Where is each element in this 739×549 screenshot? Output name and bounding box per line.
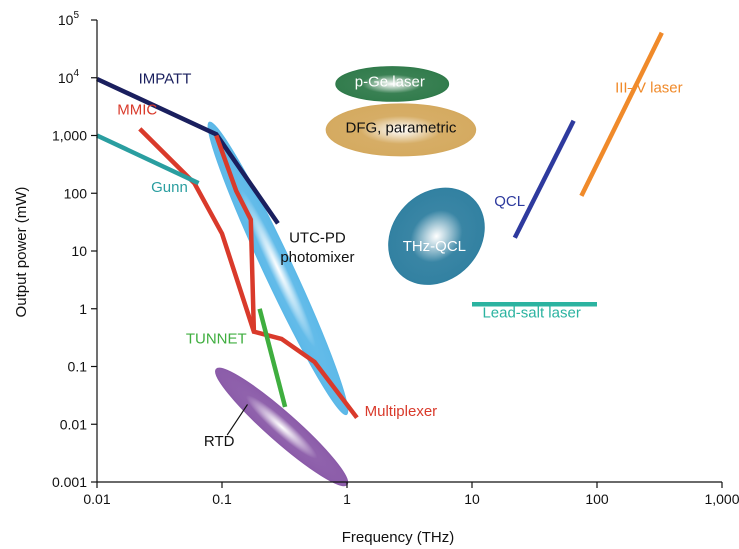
y-tick-label: 0.1: [68, 359, 88, 375]
y-tick-label: 1,000: [52, 128, 87, 144]
series-line-gunn: [96, 133, 200, 186]
x-tick-label: 0.01: [83, 491, 110, 507]
y-tick-label: 104: [58, 68, 80, 86]
label-p-ge-laser: p-Ge laser: [355, 74, 425, 91]
label-utc-pd: UTC-PD: [289, 230, 346, 247]
axes-layer: Frequency (THz) Output power (mW) 0.01 0.…: [13, 10, 739, 546]
label-impatt: IMPATT: [139, 70, 192, 87]
label-photomixer: photomixer: [280, 249, 354, 266]
x-tick-label: 0.1: [212, 491, 232, 507]
label-thz-qcl: THz-QCL: [403, 238, 466, 255]
y-axis-title: Output power (mW): [13, 187, 30, 318]
label-multiplexer: Multiplexer: [365, 403, 438, 420]
region-p-ge-laser: [335, 66, 450, 102]
x-tick-label: 10: [464, 491, 480, 507]
region-utc-pd-photomixer: [207, 121, 349, 416]
label-tunnet: TUNNET: [186, 331, 247, 348]
series-line-iii-v-laser: [579, 31, 664, 197]
y-tick-label: 100: [64, 185, 88, 201]
label-qcl: QCL: [494, 193, 525, 210]
label-mmic: MMIC: [117, 102, 157, 119]
x-tick-label: 1: [343, 491, 351, 507]
y-tick-label: 105: [58, 10, 80, 28]
regions-layer: [207, 66, 485, 487]
x-tick-label: 1,000: [704, 491, 739, 507]
label-lead-salt-laser: Lead-salt laser: [482, 305, 580, 322]
series-layer: [96, 31, 664, 436]
series-line-impatt: [96, 76, 280, 225]
y-tick-label: 10: [71, 243, 87, 259]
label-dfg-parametric: DFG, parametric: [345, 119, 456, 136]
label-gunn: Gunn: [151, 179, 188, 196]
x-tick-label: 100: [585, 491, 609, 507]
series-line-qcl: [512, 119, 576, 239]
label-iii-v-laser: III–V laser: [615, 79, 683, 96]
series-line-mmic-upper: [214, 134, 257, 332]
y-tick-label: 1: [79, 301, 87, 317]
label-rtd: RTD: [204, 433, 235, 450]
y-tick-label: 0.001: [52, 474, 87, 490]
region-dfg-parametric: [325, 103, 477, 157]
rtd-pointer-line: [226, 404, 249, 436]
y-tick-label: 0.01: [60, 416, 87, 432]
labels-layer: IMPATT MMIC Gunn UTC-PD photomixer THz-QCL p-G…: [117, 70, 682, 450]
x-axis-title: Frequency (THz): [342, 529, 455, 546]
region-thz-qcl: [388, 187, 485, 285]
series-line-tunnet: [257, 308, 288, 408]
